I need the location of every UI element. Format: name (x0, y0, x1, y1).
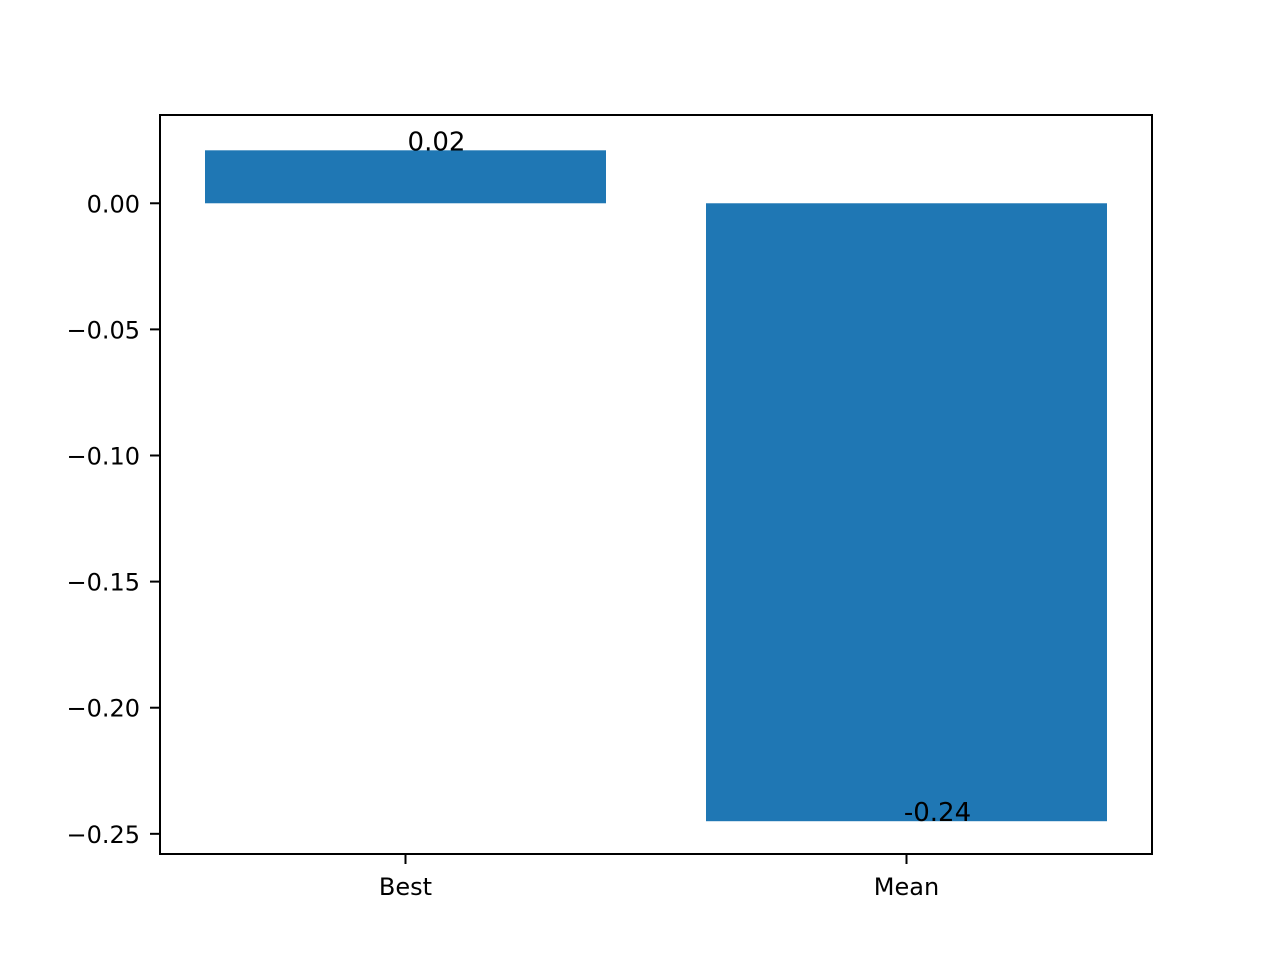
x-tick-label: Mean (874, 873, 939, 901)
y-tick-label: −0.25 (66, 821, 140, 849)
y-tick-label: −0.05 (66, 316, 140, 344)
value-label-mean: -0.24 (904, 798, 971, 828)
plot-area-frame (159, 114, 1153, 855)
x-tick-label: Best (379, 873, 432, 901)
y-axis: 0.00 −0.05 −0.10 −0.15 −0.20 −0.25 (66, 190, 160, 849)
y-tick-label: 0.00 (87, 190, 140, 218)
bar-best (205, 150, 606, 204)
y-tick-label: −0.15 (66, 569, 140, 597)
bars-layer (205, 150, 1107, 822)
y-tick-label: −0.10 (66, 442, 140, 470)
y-tick-label: −0.20 (66, 695, 140, 723)
bar-mean (706, 203, 1107, 822)
value-labels-layer: 0.02 -0.24 (408, 127, 972, 828)
value-label-best: 0.02 (408, 127, 466, 157)
x-axis: Best Mean (379, 854, 939, 901)
